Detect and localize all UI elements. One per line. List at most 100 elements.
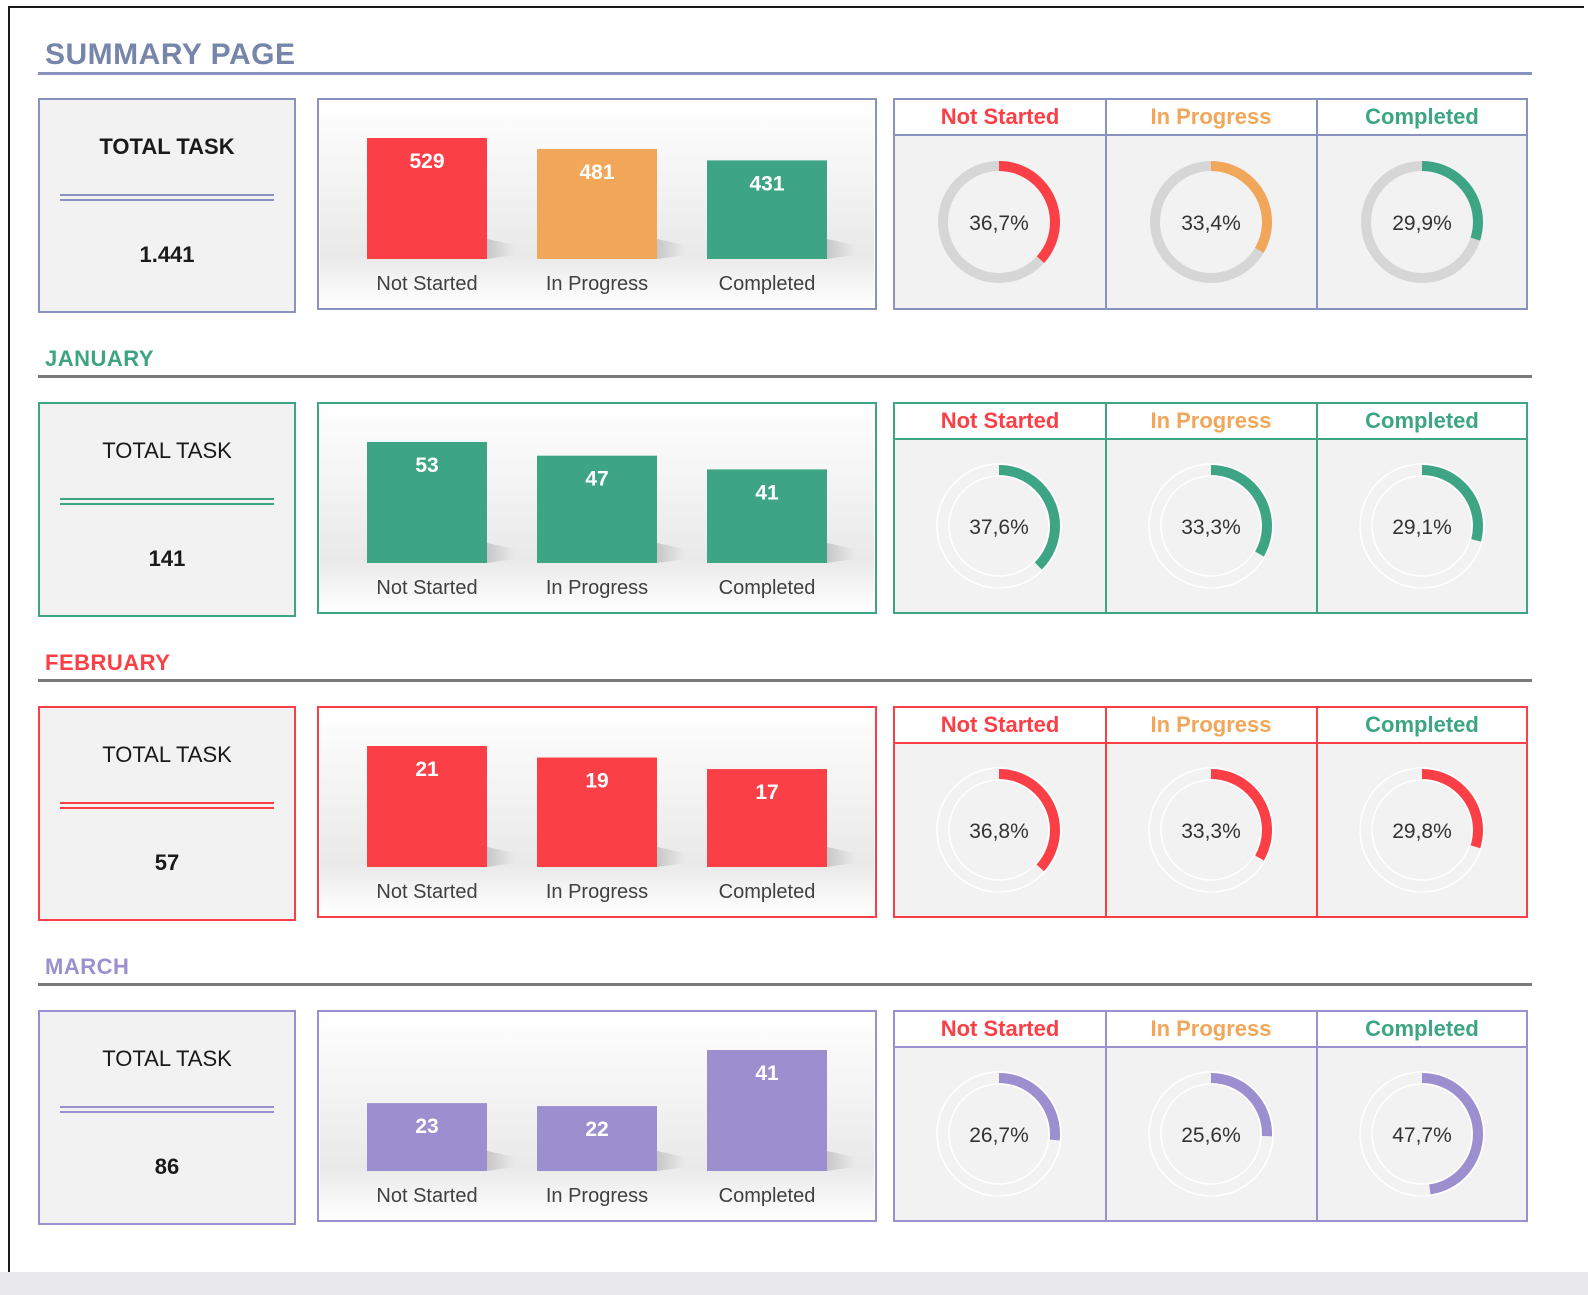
donut-column-completed: Completed 29,9% <box>1316 100 1526 308</box>
bar-value-label: 41 <box>755 1062 779 1085</box>
donut-column-completed: Completed 29,1% <box>1316 404 1526 612</box>
donut-column-in-progress: In Progress 33,3% <box>1105 708 1315 916</box>
bottom-scroll-strip <box>0 1272 1588 1295</box>
donut-progress-arc <box>1361 1073 1483 1195</box>
total-task-card: TOTAL TASK 141 <box>38 402 296 617</box>
donut-percent-label: 36,7% <box>969 212 1029 235</box>
donut-percent-label: 26,7% <box>969 1124 1029 1147</box>
donut-percent-label: 33,3% <box>1181 516 1241 539</box>
donut-column-completed: Completed 29,8% <box>1316 708 1526 916</box>
section-divider <box>38 72 1532 75</box>
donut-status-title: In Progress <box>1150 1016 1272 1041</box>
donut-track-inner <box>1371 1083 1473 1185</box>
donut-status-title: Not Started <box>940 104 1060 129</box>
bar-category-label: Completed <box>719 881 816 903</box>
donut-track <box>1148 463 1274 589</box>
status-donut-panel: Not Started 36,8% In Progress 33,3% Complete… <box>893 706 1528 918</box>
donut-track <box>936 1071 1062 1197</box>
total-task-card: TOTAL TASK 57 <box>38 706 296 921</box>
total-divider <box>60 802 274 804</box>
status-donut-panel: Not Started 26,7% In Progress 25,6% Complete… <box>893 1010 1528 1222</box>
donut-progress-arc <box>1150 1073 1272 1195</box>
status-bar-chart: 23 Not Started 22 In Progress 41 Completed <box>317 1010 877 1222</box>
donut-status-title: Completed <box>1365 712 1479 737</box>
bar-value-label: 53 <box>415 454 438 477</box>
section-summary: SUMMARY PAGE TOTAL TASK 1.441 529 Not Starte… <box>38 30 1550 330</box>
status-donut-panel: Not Started 37,6% In Progress 33,3% Complete… <box>893 402 1528 614</box>
bar-not-started <box>367 1103 487 1171</box>
total-divider <box>60 199 274 201</box>
donut-progress-arc <box>1150 161 1272 283</box>
donut-progress-arc <box>938 769 1060 891</box>
donut-percent-label: 29,1% <box>1392 516 1452 539</box>
bar-category-label: Completed <box>719 577 816 599</box>
donut-percent-label: 33,4% <box>1181 212 1241 235</box>
donut-track <box>1359 767 1485 893</box>
donut-header-row <box>895 1012 1526 1048</box>
bar-in-progress <box>537 148 657 259</box>
donut-column-in-progress: In Progress 33,3% <box>1105 404 1315 612</box>
total-divider <box>60 1111 274 1113</box>
section-title: MARCH <box>45 954 130 979</box>
bar-in-progress <box>537 757 657 867</box>
section-title: FEBRUARY <box>45 650 171 675</box>
section-divider <box>38 679 1532 682</box>
donut-header-row <box>895 404 1526 440</box>
bar-value-label: 21 <box>415 758 439 781</box>
bar-category-label: In Progress <box>546 273 648 295</box>
donut-column-not-started: Not Started 36,8% <box>895 708 1105 916</box>
donut-progress-arc <box>1150 465 1272 587</box>
total-divider <box>60 503 274 505</box>
total-task-card: TOTAL TASK 1.441 <box>38 98 296 313</box>
donut-progress-arc <box>938 1073 1060 1195</box>
total-divider <box>60 1106 274 1108</box>
total-task-value: 141 <box>148 546 186 571</box>
section-divider <box>38 983 1532 986</box>
donut-track <box>936 463 1062 589</box>
donut-track-inner <box>948 779 1050 881</box>
status-bar-chart: 21 Not Started 19 In Progress 17 Completed <box>317 706 877 918</box>
bar-value-label: 17 <box>755 781 778 804</box>
donut-progress-arc <box>938 161 1060 283</box>
bar-category-label: Not Started <box>376 273 477 295</box>
total-task-value: 57 <box>154 850 180 875</box>
bar-completed <box>707 769 827 867</box>
total-task-label: TOTAL TASK <box>102 1046 232 1071</box>
total-task-value: 1.441 <box>139 242 195 267</box>
bar-category-label: In Progress <box>546 577 648 599</box>
donut-status-title: Not Started <box>940 712 1060 737</box>
bar-value-label: 19 <box>585 770 608 793</box>
section-january: JANUARY TOTAL TASK 141 53 Not Started 47 In Pr… <box>38 340 1550 640</box>
donut-status-title: Completed <box>1365 408 1479 433</box>
total-divider <box>60 194 274 196</box>
donut-status-title: Completed <box>1365 104 1479 129</box>
donut-track-inner <box>1160 475 1262 577</box>
donut-track-inner <box>1160 779 1262 881</box>
bar-completed <box>707 160 827 259</box>
bar-in-progress <box>537 1106 657 1171</box>
donut-status-title: Completed <box>1365 1016 1479 1041</box>
total-divider <box>60 498 274 500</box>
donut-percent-label: 47,7% <box>1392 1124 1452 1147</box>
bar-completed <box>707 469 827 563</box>
total-task-label: TOTAL TASK <box>102 438 232 463</box>
bar-value-label: 529 <box>409 150 444 173</box>
donut-status-title: In Progress <box>1150 104 1272 129</box>
status-bar-chart: 53 Not Started 47 In Progress 41 Completed <box>317 402 877 614</box>
bar-category-label: Not Started <box>376 881 477 903</box>
donut-track-inner <box>948 1083 1050 1185</box>
donut-percent-label: 29,9% <box>1392 212 1452 235</box>
donut-track-inner <box>1371 779 1473 881</box>
donut-progress-arc <box>1150 769 1272 891</box>
section-divider <box>38 375 1532 378</box>
bar-category-label: In Progress <box>546 1185 648 1207</box>
bar-not-started <box>367 138 487 259</box>
donut-track <box>1148 1071 1274 1197</box>
bar-category-label: In Progress <box>546 881 648 903</box>
donut-track <box>1359 1071 1485 1197</box>
bar-not-started <box>367 746 487 867</box>
section-february: FEBRUARY TOTAL TASK 57 21 Not Started 19 In Pr… <box>38 644 1550 944</box>
bar-value-label: 431 <box>749 172 784 195</box>
donut-column-not-started: Not Started 37,6% <box>895 404 1105 612</box>
section-march: MARCH TOTAL TASK 86 23 Not Started 22 In Progr… <box>38 948 1550 1248</box>
